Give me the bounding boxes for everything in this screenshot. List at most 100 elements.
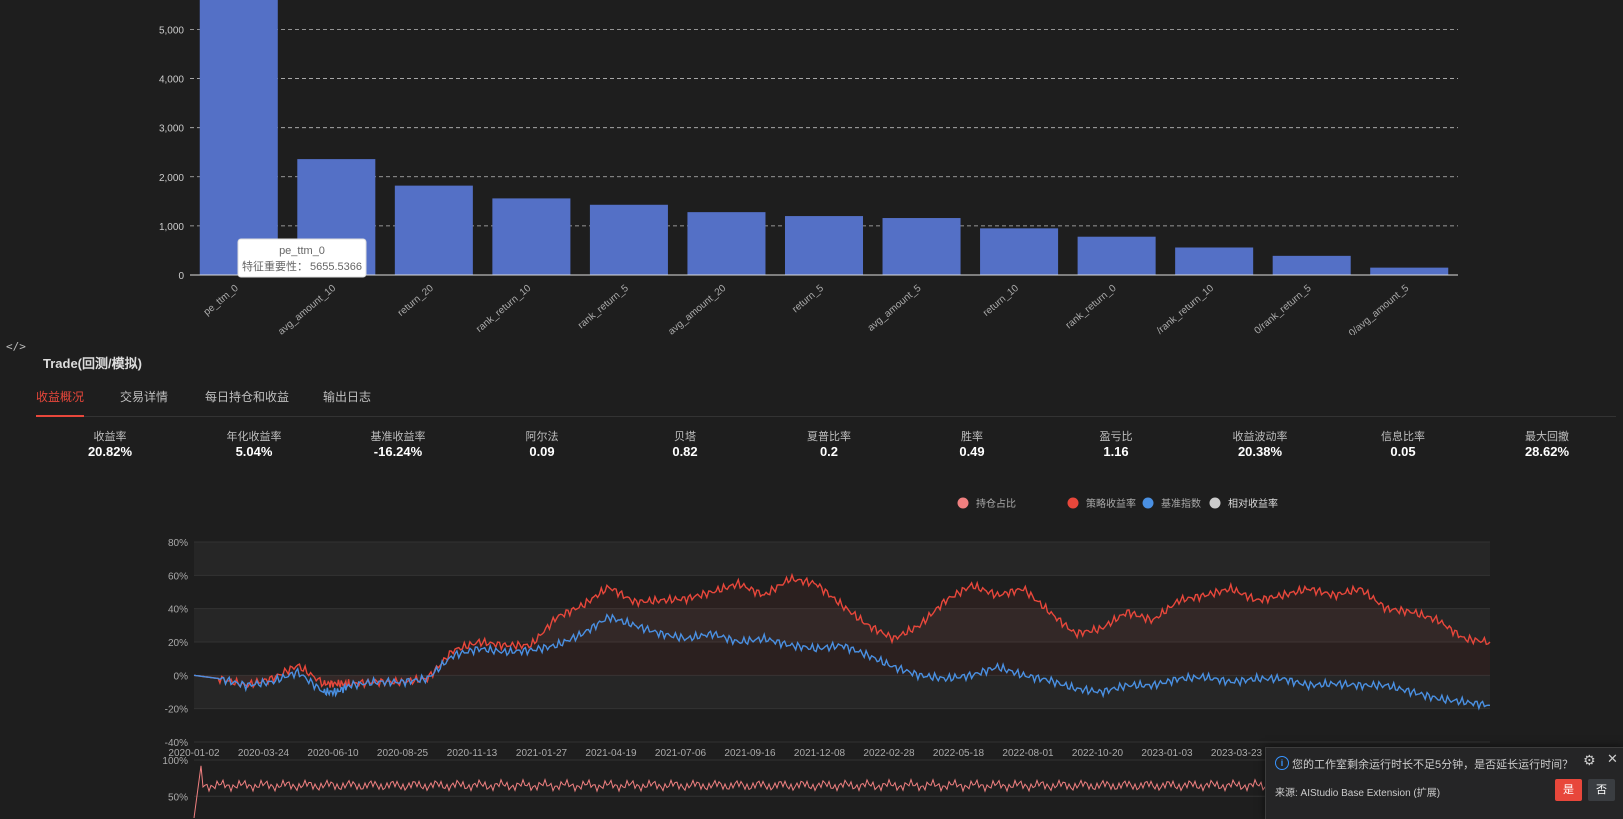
returns-chart: 持仓占比 策略收益率 基准指数 相对收益率 -40% -20% 0% 20% 40% 60% 80%…: [162, 497, 1491, 818]
metric-value: 20.82%: [87, 444, 133, 459]
no-button[interactable]: 否: [1588, 779, 1615, 801]
metric-beta: 贝塔 0.82: [610, 430, 760, 460]
tooltip-label: 特征重要性：: [242, 259, 308, 273]
y-tick-label: 80%: [168, 538, 188, 549]
bar: [1175, 247, 1254, 275]
metric-value: -16.24%: [373, 444, 423, 459]
legend-marker: [1067, 497, 1079, 509]
x-tick-label: 2021-07-06: [655, 748, 707, 759]
y-tick-label: 60%: [168, 571, 188, 582]
yes-button[interactable]: 是: [1555, 779, 1582, 801]
bar: [980, 228, 1059, 275]
x-tick-label: 2022-08-01: [1002, 748, 1054, 759]
x-tick-label: return_20: [396, 283, 436, 319]
x-tick-label: 2022-05-18: [933, 748, 985, 759]
x-tick-label: 0/rank_return_5: [1252, 283, 1313, 335]
metric-information-ratio: 信息比率 0.05: [1328, 430, 1478, 460]
x-tick-label: 2023-03-23: [1211, 748, 1263, 759]
x-tick-label: return_5: [790, 283, 826, 316]
metric-profit-loss-ratio: 盈亏比 1.16: [1041, 430, 1191, 460]
grid-band: [194, 542, 1490, 576]
metric-value: 0.49: [959, 444, 985, 459]
x-tick-label: rank_return_10: [474, 283, 533, 335]
bar: [199, 0, 278, 275]
metric-label: 夏普比率: [807, 431, 851, 443]
metric-max-drawdown: 最大回撤 28.62%: [1472, 430, 1622, 460]
bar: [492, 198, 571, 275]
bar: [1370, 267, 1449, 275]
y-tick-label: 1,000: [159, 222, 184, 233]
metric-label: 基准收益率: [370, 431, 426, 443]
metric-benchmark-return: 基准收益率 -16.24%: [323, 430, 473, 460]
close-icon[interactable]: ✕: [1607, 751, 1618, 766]
metric-label: 胜率: [961, 431, 983, 443]
metric-value: 5.04%: [235, 444, 273, 459]
bar: [394, 185, 473, 275]
x-tick-label: rank_return_5: [576, 283, 631, 332]
strategy-area: [194, 575, 1490, 688]
feature-importance-chart: 0 1,000 2,000 3,000 4,000 5,000 pe_ttm_0 avg_am…: [159, 0, 1458, 335]
tooltip: pe_ttm_0 特征重要性： 5655.5366: [237, 238, 367, 278]
tab-overview[interactable]: 收益概况: [36, 388, 85, 417]
metric-value: 28.62%: [1524, 444, 1570, 459]
toast-message: 您的工作室剩余运行时长不足5分钟，是否延长运行时间？: [1292, 759, 1574, 771]
metric-value: 0.2: [819, 444, 839, 459]
metric-label: 贝塔: [674, 431, 696, 443]
metric-sharpe: 夏普比率 0.2: [754, 430, 904, 460]
x-tick-label: avg_amount_5: [866, 283, 924, 334]
legend: 持仓占比 策略收益率 基准指数 相对收益率: [957, 497, 1278, 510]
legend-marker: [1209, 497, 1221, 509]
metric-value: 20.38%: [1237, 444, 1283, 459]
y-tick-label: -40%: [165, 738, 188, 749]
metric-label: 盈亏比: [1099, 431, 1133, 443]
x-tick-label: /rank_return_10: [1155, 283, 1216, 335]
y-tick-label: 100%: [162, 756, 188, 767]
metric-label: 最大回撤: [1525, 431, 1569, 443]
benchmark-line: [193, 613, 1491, 711]
grid-band: [194, 608, 1490, 642]
y-tick-label: 50%: [168, 792, 188, 803]
x-tick-label: 2020-11-13: [447, 748, 498, 759]
toast-source: 来源: AIStudio Base Extension (扩展): [1275, 788, 1441, 799]
x-tick-label: avg_amount_20: [666, 283, 728, 335]
tab-bar: 收益概况 交易详情 每日持仓和收益 输出日志: [36, 380, 1616, 417]
bar: [1077, 236, 1156, 275]
y-tick-label: 4,000: [159, 75, 184, 86]
bar: [784, 216, 864, 275]
metric-win-rate: 胜率 0.49: [897, 430, 1047, 460]
y-tick-label: 0%: [174, 671, 189, 682]
x-tick-label: 2020-03-24: [238, 748, 290, 759]
metric-alpha: 阿尔法 0.09: [467, 430, 617, 460]
tab-output-log[interactable]: 输出日志: [323, 390, 372, 404]
section-title: Trade(回测/模拟): [43, 356, 142, 371]
bar: [882, 218, 961, 275]
bar: [1272, 255, 1351, 275]
x-tick-label: 2021-04-19: [585, 748, 637, 759]
y-tick-label: 3,000: [159, 124, 184, 135]
legend-marker: [1142, 497, 1154, 509]
metric-value: 0.05: [1390, 444, 1416, 459]
metric-total-return: 收益率 20.82%: [35, 430, 185, 460]
legend-item: 基准指数: [1161, 497, 1201, 510]
tooltip-box: [237, 238, 367, 278]
metric-value: 0.09: [529, 444, 555, 459]
bar: [687, 212, 766, 275]
x-tick-label: 0/avg_amount_5: [1347, 283, 1411, 335]
y-tick-label: 20%: [168, 638, 188, 649]
x-tick-label: 2020-08-25: [377, 748, 429, 759]
x-tick-label: 2022-02-28: [863, 748, 915, 759]
legend-item: 持仓占比: [976, 497, 1016, 510]
x-tick-label: avg_amount_10: [276, 283, 338, 335]
x-tick-label: 2023-01-03: [1141, 748, 1193, 759]
y-tick-label: 40%: [168, 605, 188, 616]
tab-daily-positions[interactable]: 每日持仓和收益: [205, 390, 290, 404]
x-tick-label: rank_return_0: [1064, 283, 1119, 332]
metrics-row: 收益率 20.82% 年化收益率 5.04% 基准收益率 -16.24% 阿尔法 0.0…: [35, 430, 1615, 470]
metric-label: 阿尔法: [525, 431, 559, 443]
code-toggle-icon[interactable]: </>: [6, 340, 26, 353]
legend-item: 相对收益率: [1228, 497, 1278, 510]
metric-label: 收益率: [93, 431, 127, 443]
tab-trade-details[interactable]: 交易详情: [120, 390, 169, 404]
legend-marker: [957, 497, 969, 509]
gear-icon[interactable]: ⚙: [1583, 752, 1596, 768]
